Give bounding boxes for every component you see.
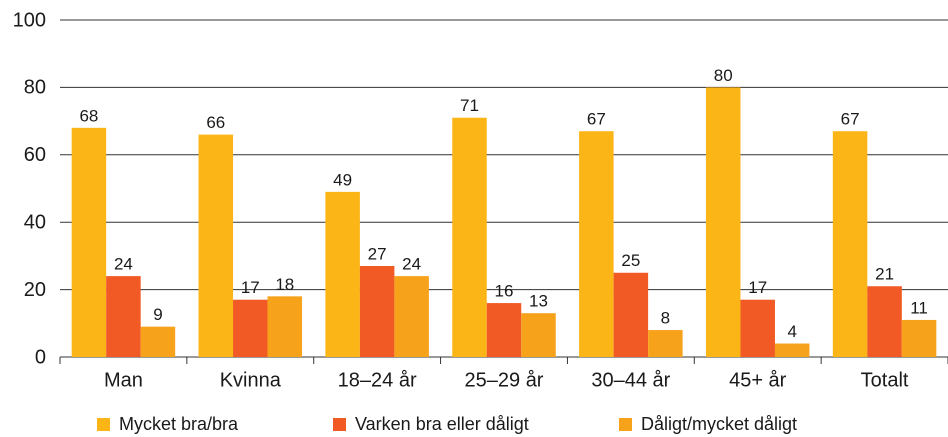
bar — [648, 330, 683, 357]
value-label: 17 — [748, 278, 767, 297]
value-label: 4 — [787, 322, 796, 341]
legend-label: Mycket bra/bra — [119, 414, 239, 434]
legend-swatch — [97, 418, 110, 431]
bar — [867, 286, 902, 357]
bar — [359, 266, 395, 357]
value-label: 66 — [206, 113, 225, 132]
value-label: 25 — [621, 251, 640, 270]
x-tick-label: 18–24 år — [338, 369, 417, 391]
x-tick-label: 25–29 år — [465, 369, 544, 391]
value-label: 68 — [79, 106, 98, 125]
value-label: 24 — [402, 255, 421, 274]
value-label: 16 — [495, 282, 514, 301]
x-tick-label: Man — [104, 369, 143, 391]
bar — [71, 127, 107, 357]
bar — [140, 326, 176, 357]
bar — [579, 131, 614, 357]
bar — [452, 117, 487, 357]
value-label: 18 — [275, 275, 294, 294]
y-tick-label: 20 — [24, 279, 46, 301]
bar — [394, 276, 429, 357]
bar — [325, 191, 360, 357]
bar — [106, 276, 141, 357]
legend-swatch — [619, 418, 632, 431]
value-label: 17 — [241, 278, 260, 297]
bar — [267, 296, 303, 357]
y-tick-label: 60 — [24, 144, 46, 166]
value-label: 24 — [114, 255, 133, 274]
x-tick-label: 30–44 år — [591, 369, 670, 391]
bar — [233, 299, 268, 357]
value-label: 49 — [333, 170, 352, 189]
value-label: 13 — [529, 292, 548, 311]
bar — [486, 303, 522, 357]
bar — [521, 313, 556, 357]
value-label: 11 — [910, 298, 928, 317]
value-label: 9 — [153, 305, 162, 324]
value-label: 21 — [875, 265, 894, 284]
bar — [705, 87, 741, 358]
value-label: 80 — [714, 66, 733, 85]
bar — [901, 319, 937, 357]
value-label: 71 — [460, 96, 479, 115]
bar — [740, 299, 775, 357]
bar — [774, 343, 810, 357]
legend-swatch — [333, 418, 346, 431]
x-tick-label: 45+ år — [729, 369, 787, 391]
legend-label: Dåligt/mycket dåligt — [641, 414, 797, 434]
y-tick-label: 80 — [24, 77, 46, 99]
value-label: 8 — [661, 309, 670, 328]
x-tick-label: Kvinna — [220, 369, 282, 391]
bar — [613, 272, 649, 357]
value-label: 67 — [587, 110, 606, 129]
y-tick-label: 40 — [24, 211, 46, 233]
bar — [832, 131, 868, 357]
value-label: 67 — [841, 110, 860, 129]
y-tick-label: 0 — [35, 346, 46, 368]
bar — [198, 134, 234, 357]
y-tick-label: 100 — [13, 9, 46, 31]
legend-label: Varken bra eller dåligt — [355, 414, 529, 434]
value-label: 27 — [368, 244, 387, 263]
x-tick-label: Totalt — [861, 369, 909, 391]
